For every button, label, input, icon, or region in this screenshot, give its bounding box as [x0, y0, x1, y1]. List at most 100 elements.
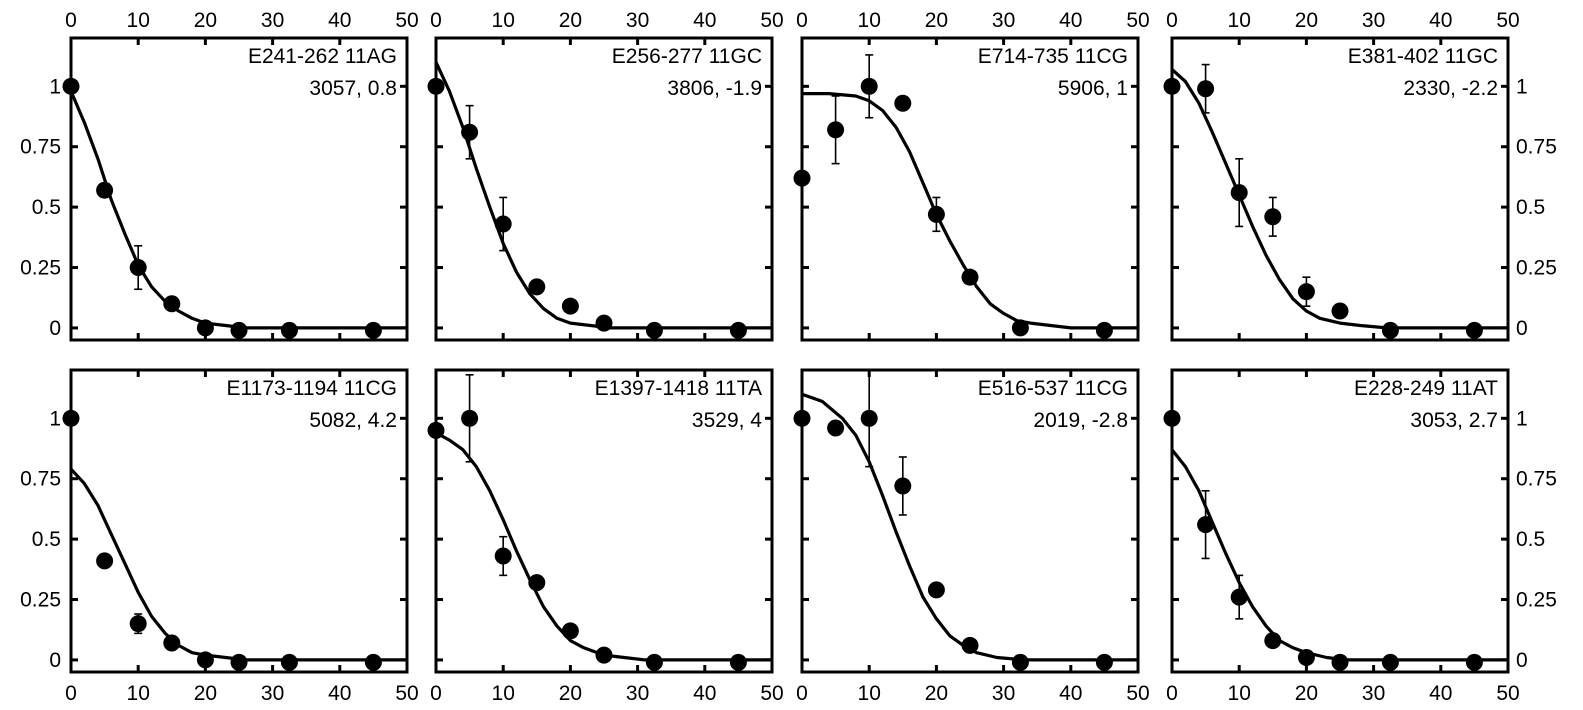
x-tick-label: 30 [992, 9, 1015, 32]
x-tick-label: 0 [796, 682, 808, 705]
data-point [1465, 321, 1483, 339]
data-point [528, 278, 546, 296]
data-point [729, 653, 747, 671]
y-tick-label: 0.25 [20, 257, 61, 280]
data-point [561, 622, 579, 640]
data-point [494, 547, 512, 565]
y-tick-label: 1 [1516, 407, 1528, 430]
panel-title: E714-735 11CG [978, 45, 1128, 68]
panel-7: 0 10 20 30 40 50 E516-537 11CG 2019, -2.8 [793, 368, 1150, 705]
data-point [528, 574, 546, 592]
fit-curve [69, 90, 407, 330]
panel-title: E228-249 11AT [1354, 377, 1498, 400]
x-tick-label: 10 [492, 9, 515, 32]
data-point [927, 581, 945, 599]
data-point [163, 295, 181, 313]
data-point [827, 419, 845, 437]
fit-curve [1170, 448, 1508, 662]
data-point [1163, 409, 1181, 427]
data-point [1095, 321, 1113, 339]
panel-3: 0 10 20 30 40 50 E714-735 11CG 5906, 1 [793, 9, 1150, 342]
x-tick-label: 40 [1429, 682, 1452, 705]
panel-title: E241-262 11AG [248, 45, 397, 68]
x-tick-label: 50 [395, 9, 418, 32]
data-point [230, 321, 248, 339]
panel-frame [434, 36, 774, 342]
data-point [894, 94, 912, 112]
x-tick-label: 30 [1362, 9, 1385, 32]
data-point [1297, 649, 1315, 667]
data-point [595, 314, 613, 332]
data-point [1381, 653, 1399, 671]
y-tick-label: 1 [49, 75, 61, 98]
x-tick-label: 30 [626, 9, 649, 32]
x-tick-label: 40 [1429, 9, 1452, 32]
panel-subtitle: 3057, 0.8 [309, 77, 397, 100]
x-tick-label: 0 [65, 9, 77, 32]
x-tick-label: 50 [1126, 682, 1149, 705]
y-tick-label: 0.5 [32, 196, 61, 219]
data-point [1163, 77, 1181, 95]
data-point [961, 636, 979, 654]
y-tick-label: 0.5 [32, 528, 61, 551]
data-point [96, 181, 114, 199]
x-tick-label: 40 [1059, 9, 1082, 32]
y-tick-label: 0.75 [1516, 136, 1557, 159]
data-point [793, 409, 811, 427]
panel-frame [1170, 368, 1510, 674]
x-tick-label: 10 [1228, 9, 1251, 32]
x-tick-label: 20 [1295, 9, 1318, 32]
panel-subtitle: 5082, 4.2 [309, 409, 397, 432]
x-tick-label: 10 [858, 682, 881, 705]
x-tick-label: 20 [1295, 682, 1318, 705]
data-point [645, 653, 663, 671]
data-point [461, 409, 479, 427]
fit-curve [435, 431, 772, 662]
data-point [129, 259, 147, 277]
y-tick-label: 0 [1516, 317, 1528, 340]
panel-subtitle: 5906, 1 [1058, 77, 1128, 100]
y-tick-label: 0 [49, 317, 61, 340]
x-tick-label: 0 [1166, 682, 1178, 705]
data-point [364, 321, 382, 339]
data-point [860, 409, 878, 427]
data-point [1264, 632, 1282, 650]
data-point [96, 552, 114, 570]
data-point [163, 634, 181, 652]
x-tick-label: 50 [1496, 9, 1519, 32]
y-tick-label: 1 [1516, 75, 1528, 98]
data-point [1331, 653, 1349, 671]
x-tick-label: 40 [1059, 682, 1082, 705]
data-point [364, 653, 382, 671]
data-point [129, 615, 147, 633]
data-point [494, 215, 512, 233]
x-tick-label: 20 [194, 682, 217, 705]
x-tick-label: 30 [261, 682, 284, 705]
x-tick-label: 0 [1166, 9, 1178, 32]
x-tick-label: 0 [65, 682, 77, 705]
data-point [894, 477, 912, 495]
data-point [645, 321, 663, 339]
data-point [827, 121, 845, 139]
fit-curve [1170, 68, 1508, 330]
x-tick-label: 0 [430, 9, 442, 32]
data-point [1197, 80, 1215, 98]
panel-frame [69, 36, 409, 342]
data-point [1011, 653, 1029, 671]
y-tick-label: 0.5 [1516, 196, 1545, 219]
data-point [1465, 653, 1483, 671]
data-point [230, 653, 248, 671]
x-tick-label: 50 [395, 682, 418, 705]
data-point [1297, 283, 1315, 301]
data-point [280, 653, 298, 671]
x-tick-label: 30 [1362, 682, 1385, 705]
panel-6: 0 10 20 30 40 50 E1397-1418 11TA 3529, 4 [427, 368, 784, 705]
panel-subtitle: 3529, 4 [692, 409, 762, 432]
data-point [1095, 653, 1113, 671]
panel-subtitle: 3806, -1.9 [667, 77, 762, 100]
x-tick-label: 30 [992, 682, 1015, 705]
data-point [561, 297, 579, 315]
